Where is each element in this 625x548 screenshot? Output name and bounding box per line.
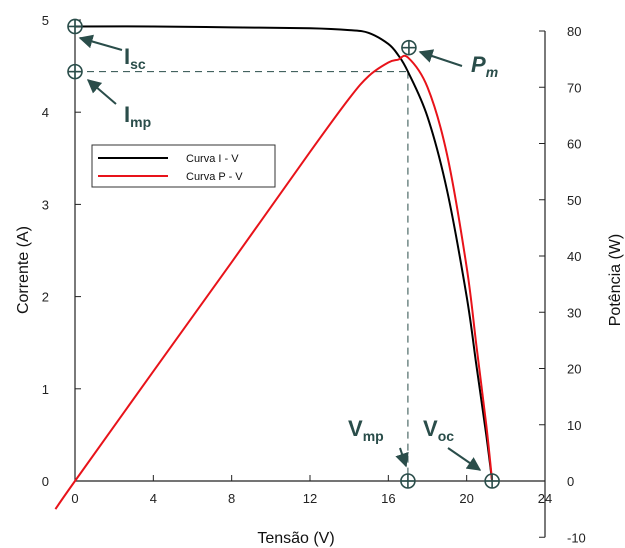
annotation-voc: Voc — [423, 416, 454, 444]
y-right-tick-label: 30 — [567, 305, 581, 320]
marker-vmp — [400, 473, 416, 489]
marker-pm — [401, 39, 417, 56]
arrow-pm — [418, 49, 463, 67]
arrow-vmp — [395, 447, 409, 468]
series-iv-line — [74, 25, 494, 482]
y-right-tick-label: 70 — [567, 80, 581, 95]
y-right-tick-label: 10 — [567, 418, 581, 433]
x-tick-label: 4 — [150, 491, 157, 506]
y-left-tick-label: 1 — [42, 382, 49, 397]
legend: Curva I - V Curva P - V — [91, 144, 276, 188]
legend-box — [91, 144, 276, 188]
y-left-axis-label: Corrente (A) — [15, 226, 32, 314]
annotation-vmp: Vmp — [348, 416, 384, 444]
x-tick-label: 0 — [71, 491, 78, 506]
x-tick-label: 12 — [303, 491, 317, 506]
y-right-tick-label: 20 — [567, 362, 581, 377]
y-left-tick-label: 3 — [42, 197, 49, 212]
legend-label-pv: Curva P - V — [186, 171, 243, 183]
marker-voc — [484, 473, 500, 489]
x-tick-label: 16 — [381, 491, 395, 506]
arrow-voc — [447, 447, 482, 471]
guide-lines-group — [75, 71, 409, 481]
y-right-tick-label: -10 — [567, 530, 586, 545]
y-right-tick-label: 0 — [567, 474, 574, 489]
annotations-group: Isc Imp Pm Vmp Voc — [78, 34, 498, 471]
x-tick-label: 24 — [538, 491, 552, 506]
y-right-tick-label: 50 — [567, 193, 581, 208]
x-tick-label: 8 — [228, 491, 235, 506]
y-left-tick-label: 0 — [42, 474, 49, 489]
y-right-tick-label: 60 — [567, 137, 581, 152]
y-right-tick-label: 80 — [567, 24, 581, 39]
annotation-imp: Imp — [124, 102, 151, 130]
series-pv-line — [54, 54, 494, 510]
y-right-tick-label: 40 — [567, 249, 581, 264]
y-left-tick-label: 5 — [42, 13, 49, 28]
marker-isc — [67, 18, 83, 35]
point-markers-group — [67, 18, 500, 489]
y-left-tick-label: 2 — [42, 290, 49, 305]
x-tick-label: 20 — [459, 491, 473, 506]
x-axis-label: Tensão (V) — [257, 530, 334, 547]
arrow-imp — [86, 79, 117, 105]
series-group — [54, 25, 494, 510]
annotation-pm: Pm — [471, 52, 498, 80]
arrow-isc — [78, 34, 123, 51]
legend-label-iv: Curva I - V — [186, 153, 239, 165]
y-right-axis-label: Potência (W) — [607, 234, 624, 326]
marker-imp — [67, 63, 83, 80]
annotation-isc: Isc — [124, 44, 146, 72]
y-left-tick-label: 4 — [42, 105, 49, 120]
